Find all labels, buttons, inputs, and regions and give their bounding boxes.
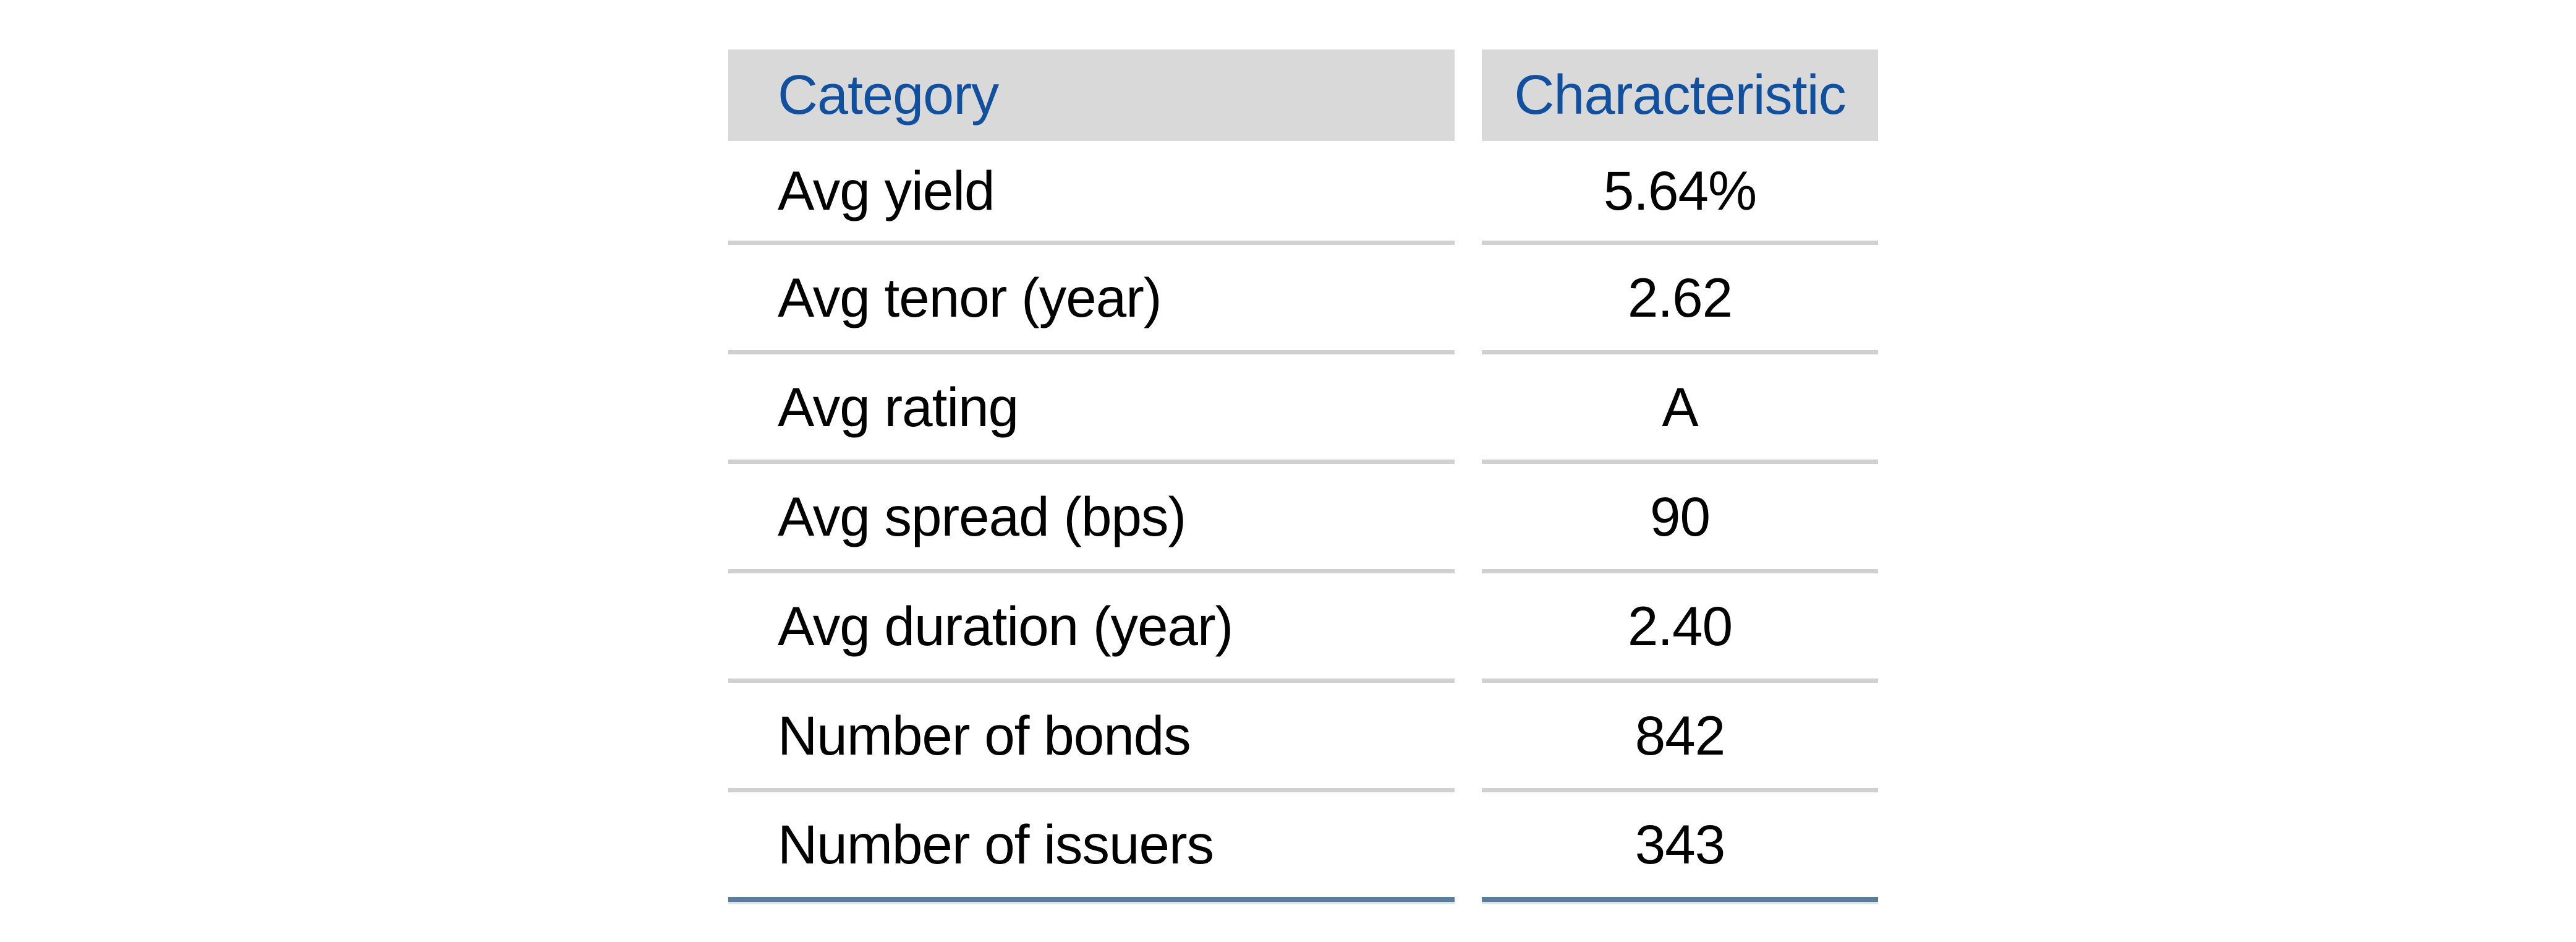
portfolio-characteristics-table: Category Characteristic Avg yield 5.64% … (728, 49, 1878, 902)
value-cell-number-of-bonds: 842 (1482, 683, 1878, 792)
category-cell-avg-rating: Avg rating (728, 354, 1455, 464)
category-cell-number-of-bonds: Number of bonds (728, 683, 1455, 792)
category-cell-avg-spread: Avg spread (bps) (728, 464, 1455, 573)
value-cell-number-of-issuers: 343 (1482, 792, 1878, 902)
category-cell-avg-yield: Avg yield (728, 141, 1455, 245)
value-cell-avg-yield: 5.64% (1482, 141, 1878, 245)
column-header-characteristic: Characteristic (1482, 49, 1878, 141)
value-cell-avg-rating: A (1482, 354, 1878, 464)
column-header-category: Category (728, 49, 1455, 141)
category-cell-avg-tenor: Avg tenor (year) (728, 245, 1455, 354)
value-cell-avg-spread: 90 (1482, 464, 1878, 573)
value-cell-avg-duration: 2.40 (1482, 573, 1878, 683)
category-cell-avg-duration: Avg duration (year) (728, 573, 1455, 683)
value-cell-avg-tenor: 2.62 (1482, 245, 1878, 354)
category-cell-number-of-issuers: Number of issuers (728, 792, 1455, 902)
